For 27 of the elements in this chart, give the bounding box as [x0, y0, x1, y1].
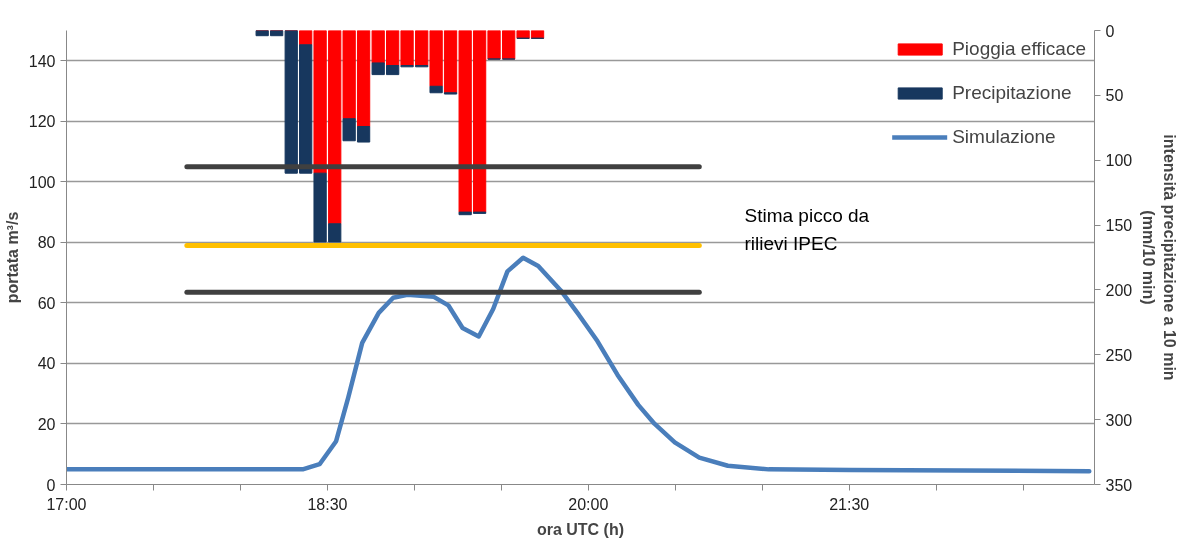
- y2-tick-label: 200: [1105, 281, 1133, 299]
- y-tick-label: 100: [28, 173, 56, 191]
- y-tick-label: 40: [37, 355, 56, 373]
- y-tick-label: 140: [28, 52, 56, 70]
- y-tick-label: 60: [37, 294, 56, 312]
- y-tick-label: 20: [37, 415, 56, 433]
- legend-label: Simulazione: [952, 126, 1056, 148]
- y-tick-label: 120: [28, 113, 56, 131]
- x-tick-label: 17:00: [46, 495, 87, 513]
- x-tick-label: 18:30: [307, 495, 348, 513]
- x-tick-label: 20:00: [568, 495, 609, 513]
- y2-tick-label: 150: [1105, 217, 1133, 235]
- y2-axis-title: intensità precipitazione a 10 min (mm/10 min): [1140, 134, 1178, 381]
- y-axis-title: portata m³/s: [3, 211, 21, 304]
- y2-tick-label: 0: [1105, 22, 1115, 40]
- y2-tick-label: 300: [1105, 411, 1133, 429]
- y2-tick-label: 250: [1105, 346, 1133, 364]
- y2-tick-label: 50: [1105, 87, 1124, 105]
- y2-tick-label: 350: [1105, 476, 1133, 494]
- y2-tick-label: 100: [1105, 152, 1133, 170]
- annotation: Stima picco da rilievi IPEC: [744, 205, 870, 254]
- x-axis-title: ora UTC (h): [536, 520, 625, 538]
- legend-label: Precipitazione: [952, 82, 1072, 104]
- x-tick-label: 21:30: [829, 495, 870, 513]
- legend-label: Pioggia efficace: [952, 38, 1086, 60]
- y-tick-label: 80: [37, 234, 56, 252]
- y-tick-label: 0: [46, 476, 56, 494]
